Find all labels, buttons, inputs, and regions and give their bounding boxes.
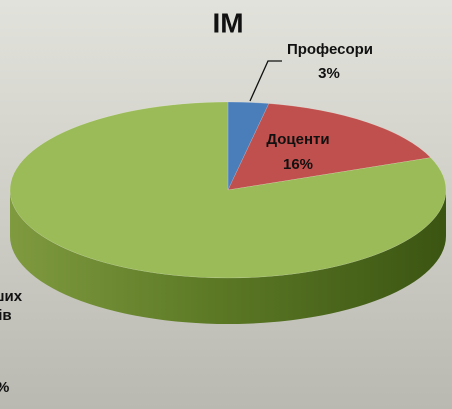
- slice-label: Професори: [287, 41, 373, 58]
- pie-slice: [9, 101, 447, 279]
- pie-slice: [227, 103, 432, 191]
- chart-title: ІМ: [212, 7, 243, 38]
- slice-value-label: %: [0, 379, 9, 396]
- leader-line: [249, 60, 282, 102]
- slice-label: Доценти: [266, 131, 329, 148]
- annotation: ших: [0, 288, 23, 305]
- annotation: дачів: [0, 307, 12, 324]
- pie-side: [10, 190, 446, 324]
- pie-slice: [227, 101, 270, 191]
- slice-value-label: 3%: [318, 65, 340, 82]
- slice-value-label: 16%: [283, 156, 313, 173]
